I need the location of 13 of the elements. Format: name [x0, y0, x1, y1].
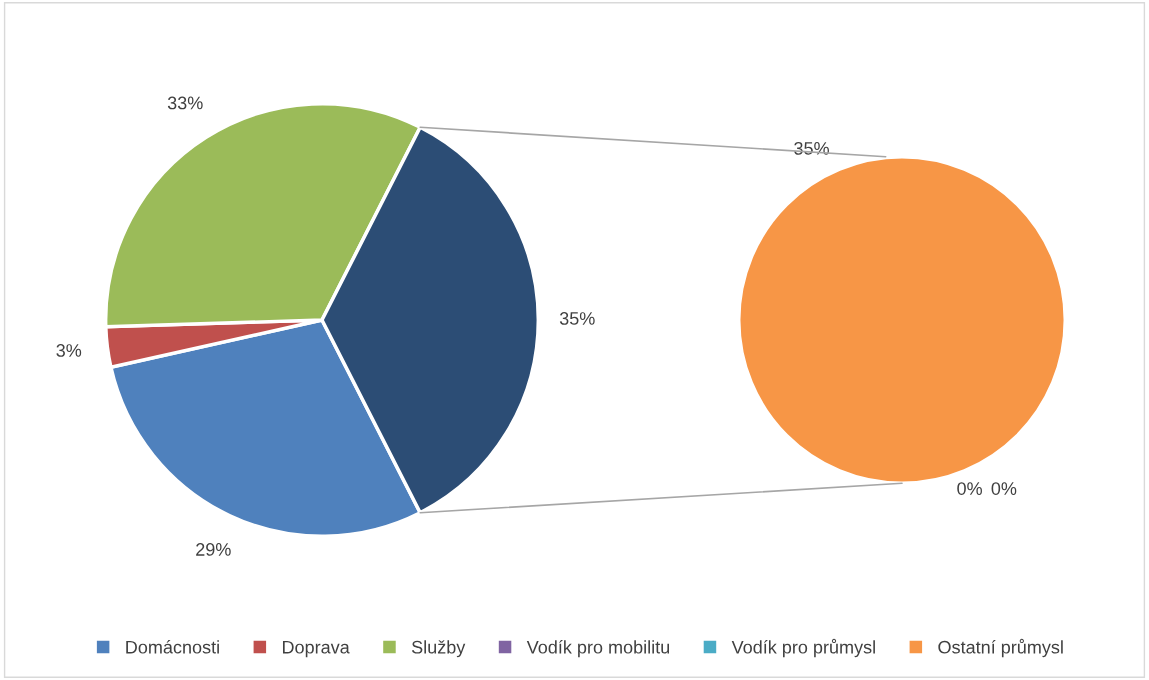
legend-label: Vodík pro mobilitu — [526, 640, 670, 658]
legend-label: Ostatní průmysl — [938, 638, 1063, 658]
legend-label: Doprava — [282, 640, 350, 658]
data-label: 33% — [167, 96, 203, 110]
legend-label: Domácnosti — [126, 640, 219, 654]
legend-label: Vodík pro průmysl — [731, 638, 875, 658]
text: 0% — [957, 482, 982, 495]
legend-label: Služby — [411, 640, 466, 658]
data-label: 29% — [196, 543, 231, 556]
data-label: 35% — [794, 141, 829, 155]
data-label: 3% — [56, 344, 82, 357]
text: 0% — [991, 482, 1017, 495]
data-label: 35% — [559, 312, 595, 325]
